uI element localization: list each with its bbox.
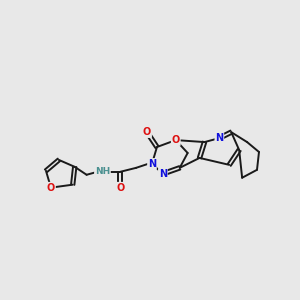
Text: O: O <box>143 127 151 137</box>
Text: N: N <box>159 169 167 179</box>
Text: N: N <box>215 133 223 143</box>
Text: NH: NH <box>95 167 110 176</box>
Text: O: O <box>47 183 55 193</box>
Text: O: O <box>116 183 124 193</box>
Text: O: O <box>172 135 180 145</box>
Text: N: N <box>148 159 156 169</box>
